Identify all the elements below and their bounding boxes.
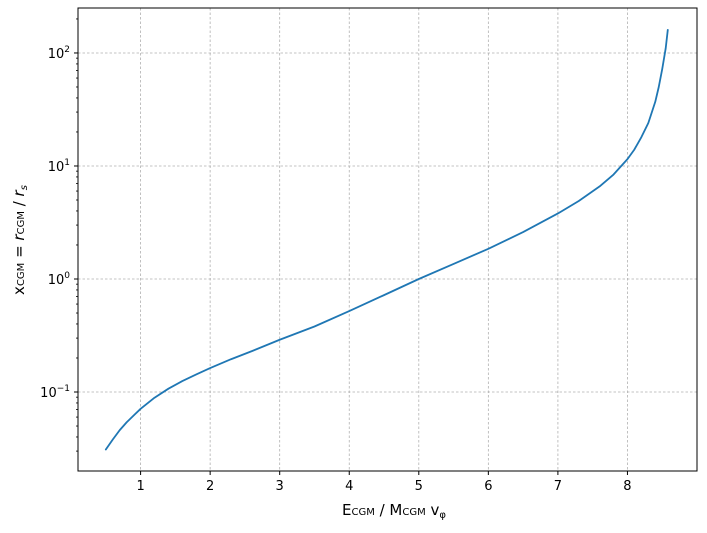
x-tick-label: 5 <box>415 479 423 494</box>
y-axis-label: xCGM = rCGM / rs <box>10 185 30 295</box>
plot-frame <box>77 7 698 472</box>
grid <box>78 8 697 471</box>
x-tick-label: 3 <box>276 479 284 494</box>
series-layer <box>104 29 669 451</box>
x-tick-label: 7 <box>554 479 562 494</box>
x-tick-label: 4 <box>345 479 353 494</box>
y-tick-label: 10−1 <box>40 384 70 401</box>
x-tick-label: 6 <box>484 479 492 494</box>
series-line <box>104 29 669 451</box>
x-axis-label: ECGM / MCGM vφ <box>342 501 446 521</box>
x-axis-ticks: 1 2 3 4 5 6 7 8 <box>136 471 632 494</box>
x-tick-label: 8 <box>623 479 631 494</box>
y-axis-ticks: 10−1 100 101 102 <box>40 18 78 452</box>
x-tick-label: 1 <box>136 479 144 494</box>
x-tick-label: 2 <box>206 479 214 494</box>
y-tick-label: 100 <box>48 271 71 288</box>
y-tick-label: 102 <box>48 45 70 62</box>
y-tick-label: 101 <box>48 158 70 175</box>
